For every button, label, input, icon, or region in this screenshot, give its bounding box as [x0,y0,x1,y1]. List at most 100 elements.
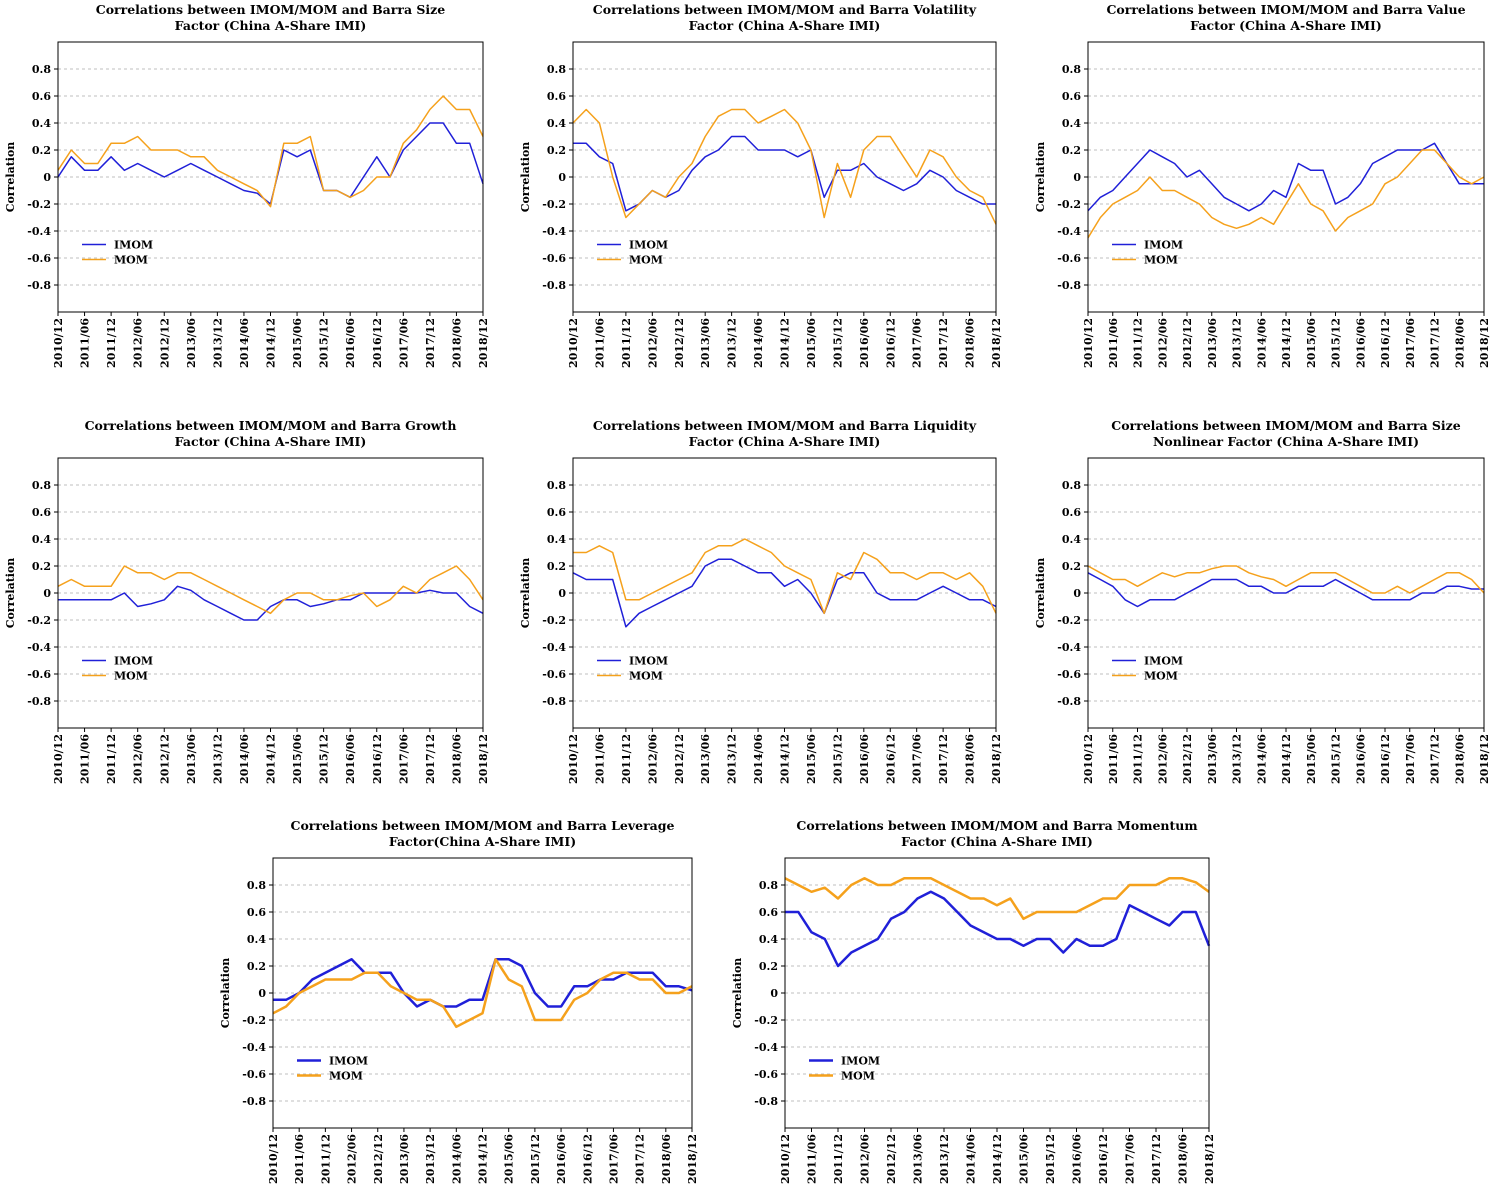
y-tick-label: -0.2 [27,198,51,211]
series-line [784,877,1210,921]
y-tick-label: 0.4 [1062,533,1081,546]
x-tick-label: 2017/12 [937,734,950,784]
plot-frame [572,41,997,313]
x-tick-label: 2016/06 [858,734,871,784]
y-tick-label: -0.8 [1057,695,1081,708]
x-tick-label: 2015/06 [291,318,304,368]
x-tick-label: 2016/12 [884,318,897,368]
legend-label: IMOM [629,655,668,668]
x-tick-label: 2011/12 [620,318,633,368]
x-tick-label: 2011/06 [79,734,92,784]
y-axis-label: Correlation [4,142,17,213]
x-tick-label: 2017/06 [911,318,924,368]
x-tick-label: 2010/12 [1082,734,1095,784]
x-tick-label: 2016/12 [1097,1134,1110,1184]
x-tick-label: 2012/06 [1156,734,1169,784]
y-tick-label: 0.8 [32,479,51,492]
x-tick-label: 2012/06 [646,318,659,368]
plot-frame [572,457,997,729]
y-tick-label: 0 [258,987,266,1000]
x-tick-label: 2018/12 [1478,734,1491,784]
x-tick-label: 2012/06 [646,734,659,784]
y-tick-label: 0.6 [547,90,566,103]
y-tick-label: -0.6 [242,1068,266,1081]
y-tick-label: 0.2 [32,144,51,157]
y-axis-label: Correlation [731,958,744,1029]
x-tick-label: 2015/06 [805,318,818,368]
y-axis-label: Correlation [1034,558,1047,629]
x-tick-label: 2016/06 [344,318,357,368]
y-tick-label: 0.2 [759,960,778,973]
y-tick-label: -0.8 [542,279,566,292]
plot-frame [1087,41,1485,313]
x-tick-label: 2010/12 [52,734,65,784]
x-tick-label: 2018/06 [964,734,977,784]
y-tick-label: 0 [43,587,51,600]
y-tick-label: -0.8 [754,1095,778,1108]
x-tick-label: 2016/12 [1379,318,1392,368]
x-tick-label: 2011/06 [593,318,606,368]
y-tick-label: 0.4 [547,117,566,130]
x-tick-label: 2015/06 [805,734,818,784]
x-tick-label: 2018/06 [1453,734,1466,784]
series-line [785,890,1211,968]
x-tick-label: 2015/12 [831,318,844,368]
y-tick-label: -0.2 [542,198,566,211]
y-tick-label: 0 [1073,587,1081,600]
x-tick-label: 2011/12 [105,734,118,784]
x-tick-label: 2016/06 [344,734,357,784]
x-tick-label: 2015/06 [1018,1134,1031,1184]
x-tick-label: 2015/06 [503,1134,516,1184]
y-tick-label: 0.2 [1062,144,1081,157]
x-tick-label: 2012/06 [859,1134,872,1184]
x-tick-label: 2018/06 [964,318,977,368]
y-tick-label: 0.4 [32,533,51,546]
x-tick-label: 2011/12 [105,318,118,368]
x-tick-label: 2018/12 [477,318,490,368]
y-tick-label: -0.2 [542,614,566,627]
chart-title: Correlations between IMOM/MOM and Barra … [796,818,1198,849]
y-tick-label: -0.4 [242,1041,266,1054]
x-tick-label: 2010/12 [567,734,580,784]
y-tick-label: 0.8 [547,479,566,492]
series-line [57,565,484,615]
x-tick-label: 2012/12 [372,1134,385,1184]
series-line [1087,565,1485,594]
y-tick-label: -0.8 [1057,279,1081,292]
y-tick-label: -0.6 [1057,668,1081,681]
series-line [58,585,484,621]
y-tick-label: 0 [558,587,566,600]
y-tick-label: 0 [1073,171,1081,184]
legend-label: MOM [629,670,663,683]
series-line [573,135,996,212]
x-tick-label: 2018/06 [450,734,463,784]
x-tick-label: 2016/12 [371,734,384,784]
y-tick-label: -0.4 [27,641,51,654]
x-tick-label: 2011/12 [319,1134,332,1184]
x-tick-label: 2015/12 [831,734,844,784]
legend-label: MOM [114,670,148,683]
x-tick-label: 2016/06 [1354,318,1367,368]
y-tick-label: 0.8 [547,63,566,76]
x-tick-label: 2015/12 [1044,1134,1057,1184]
x-tick-label: 2018/12 [1203,1134,1216,1184]
x-tick-label: 2018/12 [477,734,490,784]
x-tick-label: 2012/12 [673,734,686,784]
legend-label: MOM [629,254,663,267]
legend-label: IMOM [841,1055,880,1068]
x-tick-label: 2017/12 [634,1134,647,1184]
x-tick-label: 2017/12 [424,318,437,368]
x-tick-label: 2011/06 [79,318,92,368]
y-tick-label: 0.8 [247,879,266,892]
x-tick-label: 2013/12 [424,1134,437,1184]
y-tick-label: 0.8 [759,879,778,892]
x-tick-label: 2015/12 [318,318,331,368]
x-tick-label: 2015/12 [1330,734,1343,784]
x-tick-label: 2015/12 [1330,318,1343,368]
series-line [1087,572,1484,608]
x-tick-label: 2010/12 [52,318,65,368]
y-tick-label: 0.2 [547,560,566,573]
y-tick-label: -0.8 [27,695,51,708]
x-tick-label: 2017/06 [397,734,410,784]
